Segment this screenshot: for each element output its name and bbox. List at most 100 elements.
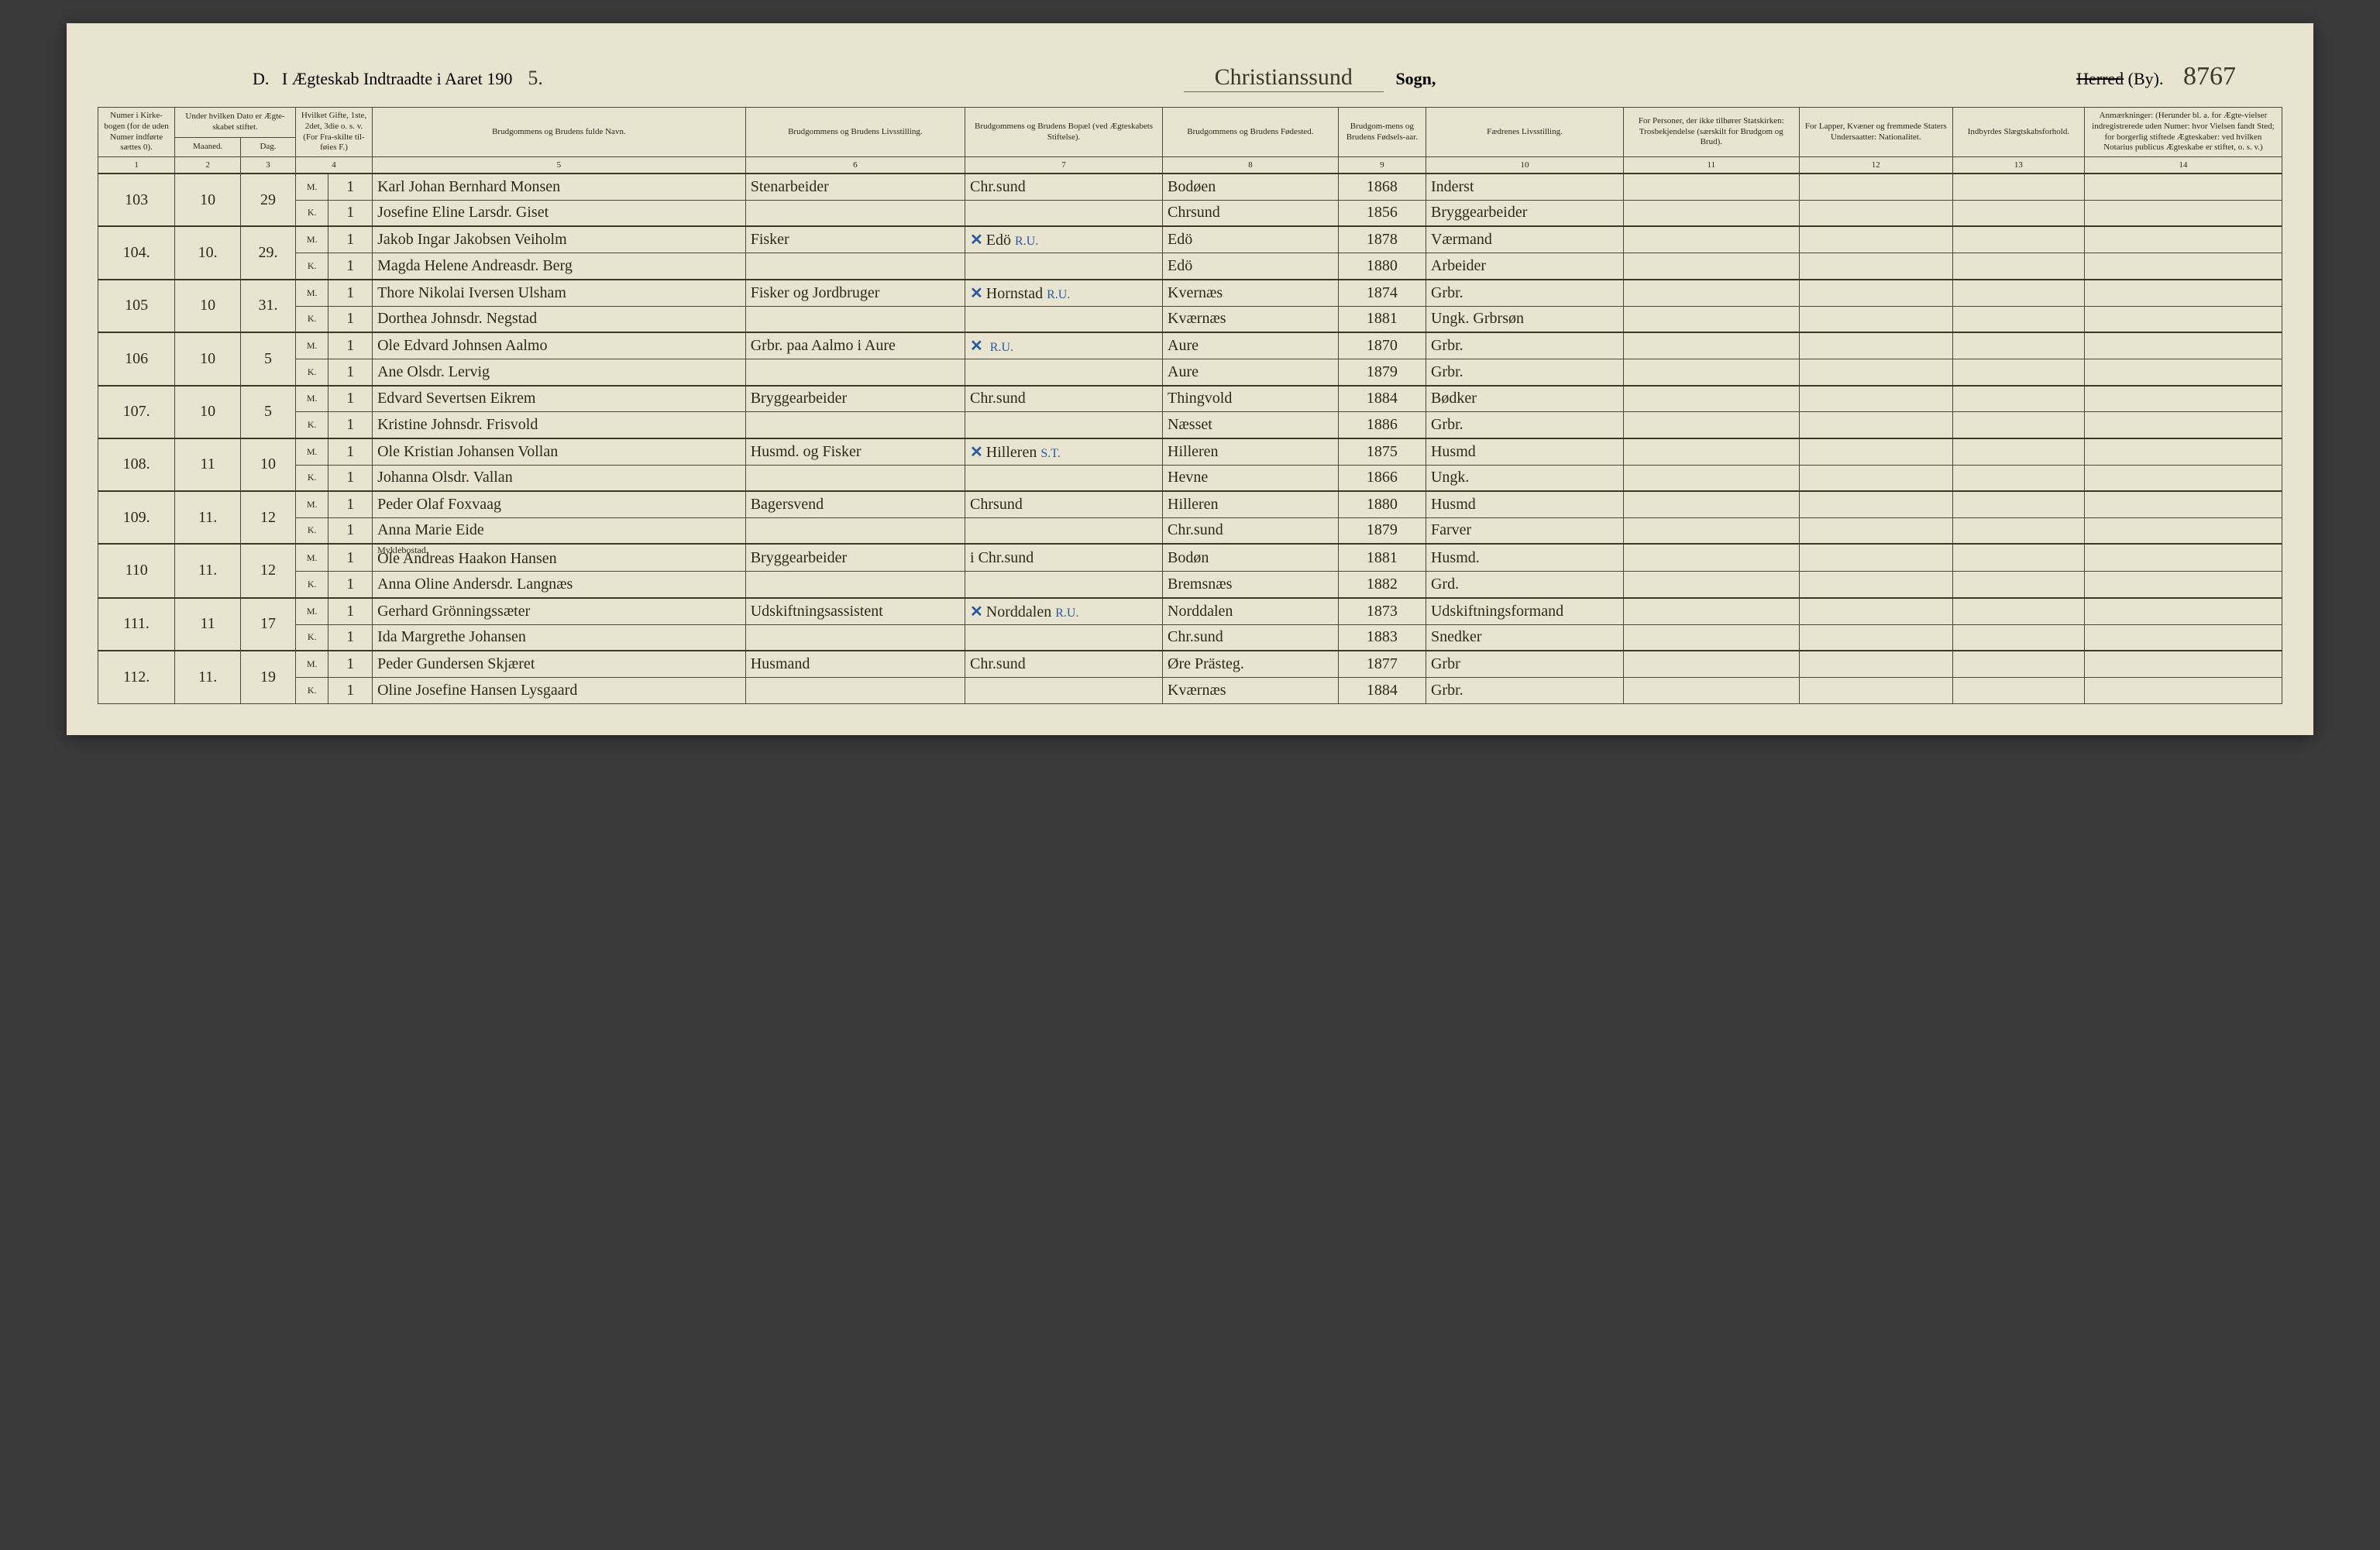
maaned: 11.	[175, 651, 241, 703]
gifte-num: 1	[328, 651, 373, 677]
kirkebok-numer: 106	[98, 332, 175, 386]
slaegtskab	[1952, 280, 2084, 307]
gifte-sex: K.	[295, 306, 328, 332]
trosbekjendelse	[1623, 174, 1799, 200]
nationalitet	[1799, 598, 1952, 625]
bopael: ✕Norddalen R.U.	[965, 598, 1163, 625]
gifte-num: 1	[328, 572, 373, 598]
kirkebok-numer: 105	[98, 280, 175, 333]
maaned: 10	[175, 174, 241, 226]
entry-row-groom: 11011.12M.1MyklebostadOle Andreas Haakon…	[98, 544, 2282, 572]
kirkebok-numer: 109.	[98, 491, 175, 544]
bopael: Chr.sund	[965, 174, 1163, 200]
gifte-sex: M.	[295, 438, 328, 466]
entry-row-bride: K.1Magda Helene Andreasdr. BergEdö1880Ar…	[98, 253, 2282, 280]
col-header: Numer i Kirke-bogen (for de uden Numer i…	[98, 108, 175, 157]
nationalitet	[1799, 359, 1952, 386]
fodselsaar: 1866	[1338, 465, 1426, 491]
fodested: Hilleren	[1163, 491, 1339, 517]
livsstilling: Bagersvend	[745, 491, 965, 517]
livsstilling	[745, 412, 965, 438]
gifte-sex: K.	[295, 253, 328, 280]
slaegtskab	[1952, 624, 2084, 651]
faedre-livsstilling: Grbr.	[1426, 359, 1623, 386]
fodselsaar: 1884	[1338, 677, 1426, 703]
gifte-num: 1	[328, 200, 373, 226]
faedre-livsstilling: Husmd.	[1426, 544, 1623, 572]
gifte-sex: M.	[295, 651, 328, 677]
gifte-num: 1	[328, 544, 373, 572]
gifte-num: 1	[328, 174, 373, 200]
bopael	[965, 677, 1163, 703]
livsstilling: Grbr. paa Aalmo i Aure	[745, 332, 965, 359]
colnum: 3	[241, 157, 296, 174]
gifte-sex: K.	[295, 359, 328, 386]
col-header: For Personer, der ikke tilhører Statskir…	[1623, 108, 1799, 157]
gifte-sex: K.	[295, 200, 328, 226]
fodested: Kværnæs	[1163, 306, 1339, 332]
nationalitet	[1799, 412, 1952, 438]
fodselsaar: 1879	[1338, 517, 1426, 544]
anmaerkninger	[2084, 200, 2282, 226]
nationalitet	[1799, 438, 1952, 466]
nationalitet	[1799, 253, 1952, 280]
entry-row-groom: 108.1110M.1Ole Kristian Johansen VollanH…	[98, 438, 2282, 466]
gifte-num: 1	[328, 306, 373, 332]
maaned: 10.	[175, 226, 241, 280]
faedre-livsstilling: Bødker	[1426, 386, 1623, 412]
colnum: 13	[1952, 157, 2084, 174]
gifte-sex: M.	[295, 491, 328, 517]
fodested: Næsset	[1163, 412, 1339, 438]
title-row: D. I Ægteskab Indtraadte i Aaret 1905. C…	[253, 62, 2236, 91]
navn: Ole Kristian Johansen Vollan	[373, 438, 746, 466]
fodested: Bremsnæs	[1163, 572, 1339, 598]
fodested: Kvernæs	[1163, 280, 1339, 307]
gifte-sex: M.	[295, 226, 328, 253]
slaegtskab	[1952, 544, 2084, 572]
navn: MyklebostadOle Andreas Haakon Hansen	[373, 544, 746, 572]
bopael: ✕Edö R.U.	[965, 226, 1163, 253]
faedre-livsstilling: Husmd	[1426, 438, 1623, 466]
table-header: Numer i Kirke-bogen (for de uden Numer i…	[98, 108, 2282, 174]
livsstilling	[745, 677, 965, 703]
navn: Ole Edvard Johnsen Aalmo	[373, 332, 746, 359]
gifte-num: 1	[328, 412, 373, 438]
colnum: 11	[1623, 157, 1799, 174]
colnum: 9	[1338, 157, 1426, 174]
colnum: 8	[1163, 157, 1339, 174]
bopael	[965, 306, 1163, 332]
anmaerkninger	[2084, 572, 2282, 598]
bopael: ✕Hilleren S.T.	[965, 438, 1163, 466]
faedre-livsstilling: Grbr.	[1426, 412, 1623, 438]
fodested: Norddalen	[1163, 598, 1339, 625]
fodselsaar: 1886	[1338, 412, 1426, 438]
anmaerkninger	[2084, 491, 2282, 517]
gifte-num: 1	[328, 677, 373, 703]
bopael	[965, 359, 1163, 386]
navn: Ane Olsdr. Lervig	[373, 359, 746, 386]
fodested: Thingvold	[1163, 386, 1339, 412]
herred-label: Herred	[2076, 69, 2124, 88]
livsstilling: Udskiftningsassistent	[745, 598, 965, 625]
gifte-num: 1	[328, 438, 373, 466]
faedre-livsstilling: Grbr	[1426, 651, 1623, 677]
fodselsaar: 1874	[1338, 280, 1426, 307]
navn: Edvard Severtsen Eikrem	[373, 386, 746, 412]
fodested: Bodøn	[1163, 544, 1339, 572]
faedre-livsstilling: Snedker	[1426, 624, 1623, 651]
trosbekjendelse	[1623, 491, 1799, 517]
gifte-num: 1	[328, 517, 373, 544]
fodested: Hilleren	[1163, 438, 1339, 466]
anmaerkninger	[2084, 332, 2282, 359]
anmaerkninger	[2084, 253, 2282, 280]
gifte-sex: M.	[295, 544, 328, 572]
livsstilling	[745, 306, 965, 332]
col-header: Anmærkninger: (Herunder bl. a. for Ægte-…	[2084, 108, 2282, 157]
anmaerkninger	[2084, 174, 2282, 200]
anmaerkninger	[2084, 544, 2282, 572]
kirkebok-numer: 103	[98, 174, 175, 226]
gifte-sex: M.	[295, 280, 328, 307]
bopael: Chrsund	[965, 491, 1163, 517]
dag: 19	[241, 651, 296, 703]
bopael	[965, 465, 1163, 491]
